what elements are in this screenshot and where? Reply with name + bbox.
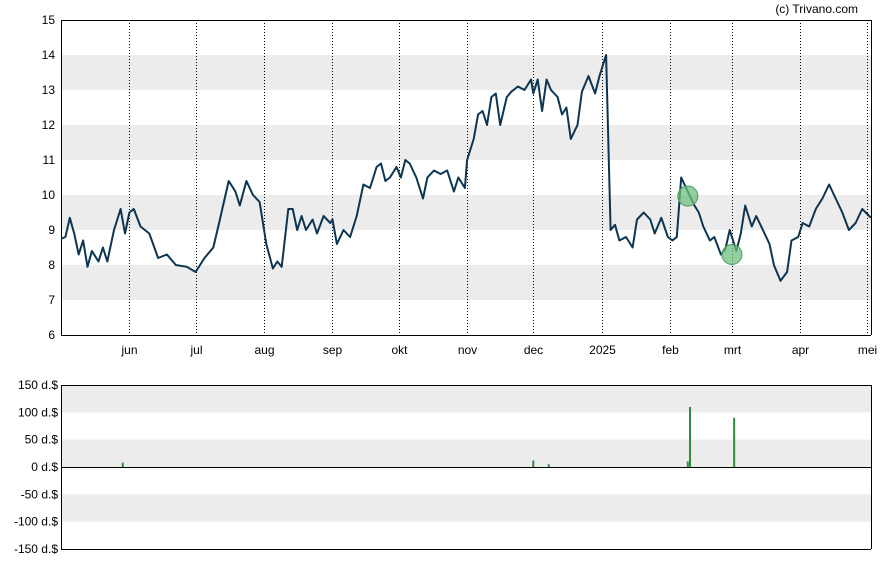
volume-y-tick-label: 150 d.$ (18, 378, 58, 392)
price-panel: jun jul aug sep okt nov dec 2025 feb mrt apr mei 6 7 8… (42, 13, 878, 357)
event-marker (721, 244, 743, 265)
price-band (61, 195, 871, 230)
price-line (60, 54, 872, 282)
y-tick-label: 10 (42, 188, 56, 202)
y-tick-label: 15 (42, 13, 56, 27)
volume-bar (689, 406, 692, 467)
volume-bar (121, 462, 124, 467)
price-band (61, 265, 871, 300)
y-tick-label: 8 (48, 258, 55, 272)
x-tick-label: sep (323, 343, 343, 357)
volume-y-tick-label: -50 d.$ (21, 487, 59, 501)
x-tick-label: okt (391, 343, 408, 357)
volume-panel: 150 d.$ 100 d.$ 50 d.$ 0 d.$ -50 d.$ -100 d.$… (14, 378, 872, 556)
y-tick-label: 7 (48, 293, 55, 307)
x-tick-label: nov (458, 343, 477, 357)
volume-bar (686, 461, 689, 467)
price-band (61, 125, 871, 160)
x-tick-label: aug (254, 343, 274, 357)
volume-band (61, 439, 871, 467)
x-tick-label: mei (858, 343, 877, 357)
x-tick-label: dec (524, 343, 543, 357)
y-tick-label: 11 (43, 153, 56, 167)
volume-bar (532, 460, 535, 467)
y-tick-label: 14 (42, 48, 56, 62)
x-tick-label: jun (120, 343, 137, 357)
credit-label: (c) Trivano.com (775, 2, 858, 16)
volume-y-tick-label: 0 d.$ (31, 460, 58, 474)
volume-y-tick-label: -150 d.$ (14, 542, 58, 556)
volume-bar (733, 417, 736, 467)
price-band (61, 55, 871, 90)
volume-y-tick-label: 100 d.$ (18, 405, 58, 419)
event-marker (677, 185, 699, 207)
volume-y-tick-label: 50 d.$ (25, 433, 59, 447)
y-tick-label: 13 (42, 83, 56, 97)
x-tick-label: apr (792, 343, 809, 357)
x-tick-label: jul (189, 343, 202, 357)
volume-y-tick-label: -100 d.$ (14, 515, 58, 529)
volume-band (61, 385, 871, 413)
x-tick-label: mrt (724, 343, 742, 357)
y-tick-label: 6 (48, 328, 55, 342)
y-tick-label: 12 (42, 118, 56, 132)
volume-bar (547, 464, 550, 467)
x-tick-label: feb (662, 343, 679, 357)
y-tick-label: 9 (48, 223, 55, 237)
volume-band (61, 494, 871, 522)
x-tick-label: 2025 (589, 343, 616, 357)
